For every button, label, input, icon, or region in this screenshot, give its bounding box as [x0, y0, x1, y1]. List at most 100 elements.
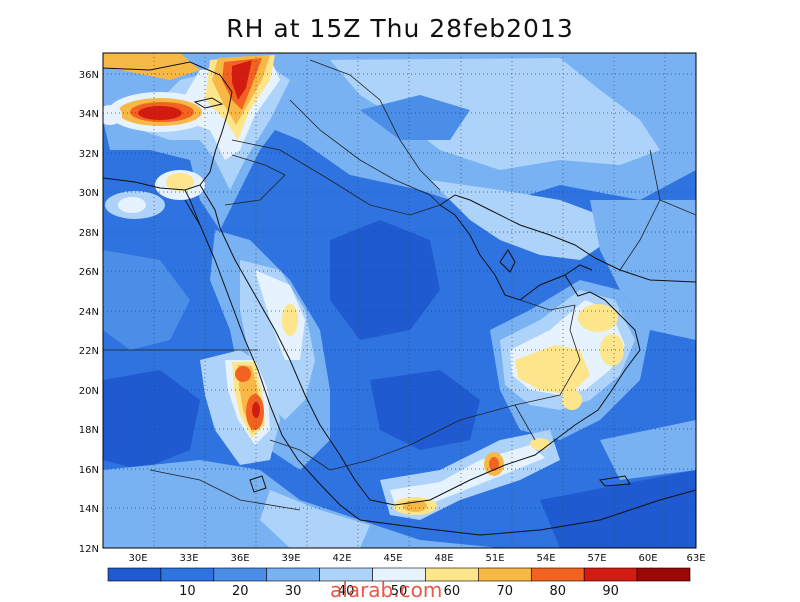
rh-dark-south: [370, 370, 480, 450]
colorbar-swatch: [107, 567, 162, 582]
lat-tick-labels: 36N 34N 32N 30N 28N 26N 24N 22N 20N 18N …: [79, 70, 99, 555]
lat-tick-label: 30N: [79, 188, 99, 199]
rh-eastcoast-light: [600, 420, 696, 480]
coast-oman-north: [564, 264, 606, 301]
colorbar-label: 10: [179, 584, 196, 599]
borders: [103, 59, 696, 511]
rh-dark-arabia: [330, 220, 440, 340]
lat-tick-label: 22N: [79, 346, 99, 357]
lat-tick-label: 32N: [79, 149, 99, 160]
rh-oman-yellow-big: [515, 345, 590, 395]
border-iraq-iran: [309, 59, 441, 191]
coast-arabia-west: [219, 227, 371, 501]
colorbar-swatch: [583, 567, 638, 582]
colorbar-swatch: [530, 567, 585, 582]
border-eritrea: [269, 439, 331, 471]
coast-gulf-west: [439, 204, 566, 301]
rh-redsea-yellow: [282, 304, 298, 336]
rh-oman-yellow-ne: [578, 304, 618, 332]
rh-yemen-east-yellow: [530, 438, 550, 450]
lat-tick-label: 16N: [79, 465, 99, 476]
lat-tick-label: 34N: [79, 109, 99, 120]
lon-tick-label: 36E: [230, 553, 249, 564]
lon-tick-label: 60E: [638, 553, 657, 564]
border-pak: [659, 199, 696, 216]
colorbar: 10 20 30 40 50 60 70 80 90: [107, 567, 691, 599]
border-sudan: [149, 469, 301, 511]
coast-qatar: [499, 249, 516, 273]
coast-cyprus: [193, 97, 224, 109]
coast-iran: [594, 257, 696, 283]
lat-tick-label: 12N: [79, 544, 99, 555]
rh-topleft-orange: [103, 53, 200, 80]
coast-redsea-west: [184, 199, 361, 521]
rh-band-north-pale: [330, 58, 660, 170]
lat-tick-label: 36N: [79, 70, 99, 81]
border-uae: [519, 299, 576, 311]
colorbar-label: 20: [232, 584, 249, 599]
colorbar-swatch: [213, 567, 268, 582]
border-arabia-north: [231, 139, 441, 216]
colorbar-label: 50: [391, 584, 408, 599]
rh-redsea-white: [255, 270, 305, 360]
lon-tick-label: 63E: [686, 553, 705, 564]
lon-tick-label: 48E: [434, 553, 453, 564]
rh-horn-pale: [260, 490, 370, 548]
rh-east-light: [590, 200, 696, 340]
lon-tick-label: 51E: [485, 553, 504, 564]
watermark-text: alarab.com: [330, 578, 443, 602]
rh-oman-yellow-s: [562, 390, 582, 410]
border-iraq: [289, 99, 441, 206]
coastlines: [103, 61, 696, 536]
rh-dark-iran: [360, 95, 470, 140]
lat-tick-label: 28N: [79, 228, 99, 239]
coast-oman-south: [574, 299, 641, 426]
colorbar-label: 40: [338, 584, 355, 599]
map-title: RH at 15Z Thu 28feb2013: [226, 14, 574, 43]
coast-somalia: [359, 489, 696, 536]
lat-tick-label: 24N: [79, 307, 99, 318]
coast-socotra: [599, 475, 631, 487]
rh-sudan-upper: [235, 366, 251, 382]
rh-yemen-white: [390, 445, 545, 508]
coast-turkey: [103, 61, 233, 93]
rh-dark-egypt: [103, 250, 190, 350]
coast-gulf-north: [439, 194, 596, 259]
lat-tick-label: 14N: [79, 504, 99, 515]
rh-med-left-white: [103, 105, 122, 125]
colorbar-label: 90: [602, 584, 619, 599]
coast-levant: [103, 91, 233, 191]
lon-tick-label: 57E: [587, 553, 606, 564]
border-jordan: [224, 154, 286, 206]
lat-tick-label: 18N: [79, 425, 99, 436]
lon-tick-label: 39E: [281, 553, 300, 564]
border-afghan: [619, 149, 661, 271]
border-saudi-oman: [514, 304, 581, 406]
lon-tick-label: 33E: [179, 553, 198, 564]
lat-tick-label: 20N: [79, 386, 99, 397]
colorbar-label: 70: [497, 584, 514, 599]
lat-tick-label: 26N: [79, 267, 99, 278]
rh-delta-white: [118, 197, 146, 213]
rh-somalia-dark: [540, 470, 696, 548]
lon-tick-labels: 30E 33E 36E 39E 42E 45E 48E 51E 54E 57E …: [128, 553, 705, 564]
colorbar-swatch: [478, 567, 532, 582]
colorbar-swatch: [636, 567, 691, 582]
border-saudi-yemen: [329, 404, 536, 471]
map-frame: [102, 52, 697, 549]
colorbar-label: 30: [285, 584, 302, 599]
rh-mukalla-red: [489, 457, 499, 471]
coast-yemen-south: [369, 424, 576, 506]
rh-sinai-yellow: [166, 173, 194, 191]
lon-tick-label: 42E: [332, 553, 351, 564]
coast-sinai-gulf: [184, 184, 221, 229]
colorbar-swatch: [160, 567, 215, 582]
rh-gulf-pale: [430, 180, 610, 260]
lon-tick-label: 45E: [383, 553, 402, 564]
rh-field: [103, 53, 696, 548]
rh-dark-sudan: [103, 370, 200, 470]
rh-levant-red: [232, 60, 252, 100]
colorbar-label: 80: [549, 584, 566, 599]
lon-tick-label: 30E: [128, 553, 147, 564]
